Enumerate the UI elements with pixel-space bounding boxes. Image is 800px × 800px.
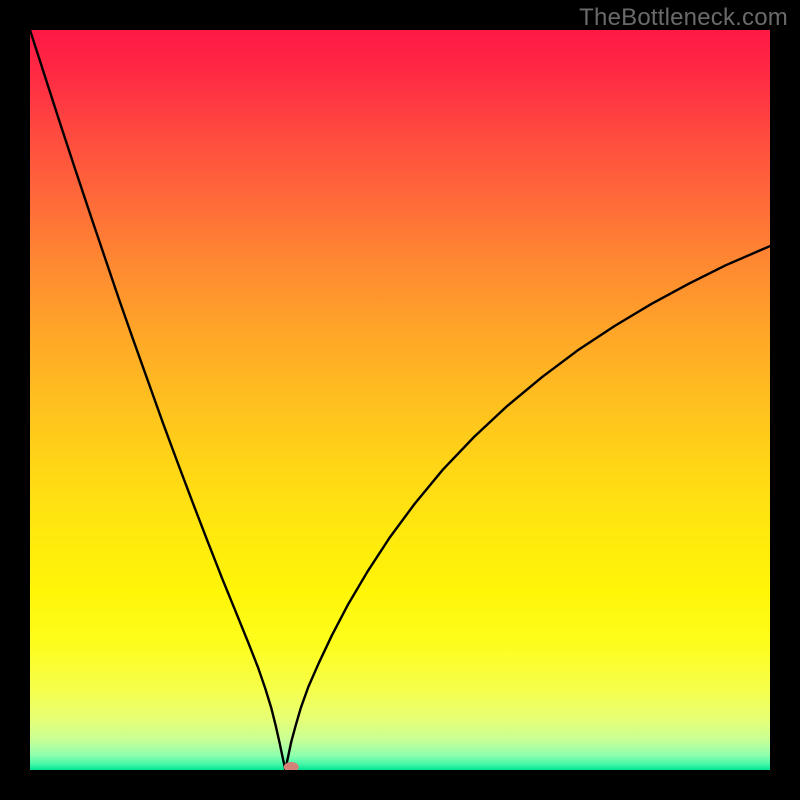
chart-plot-area [30, 30, 770, 770]
chart-svg [30, 30, 770, 770]
watermark-label: TheBottleneck.com [579, 4, 788, 32]
gradient-background [30, 30, 770, 770]
